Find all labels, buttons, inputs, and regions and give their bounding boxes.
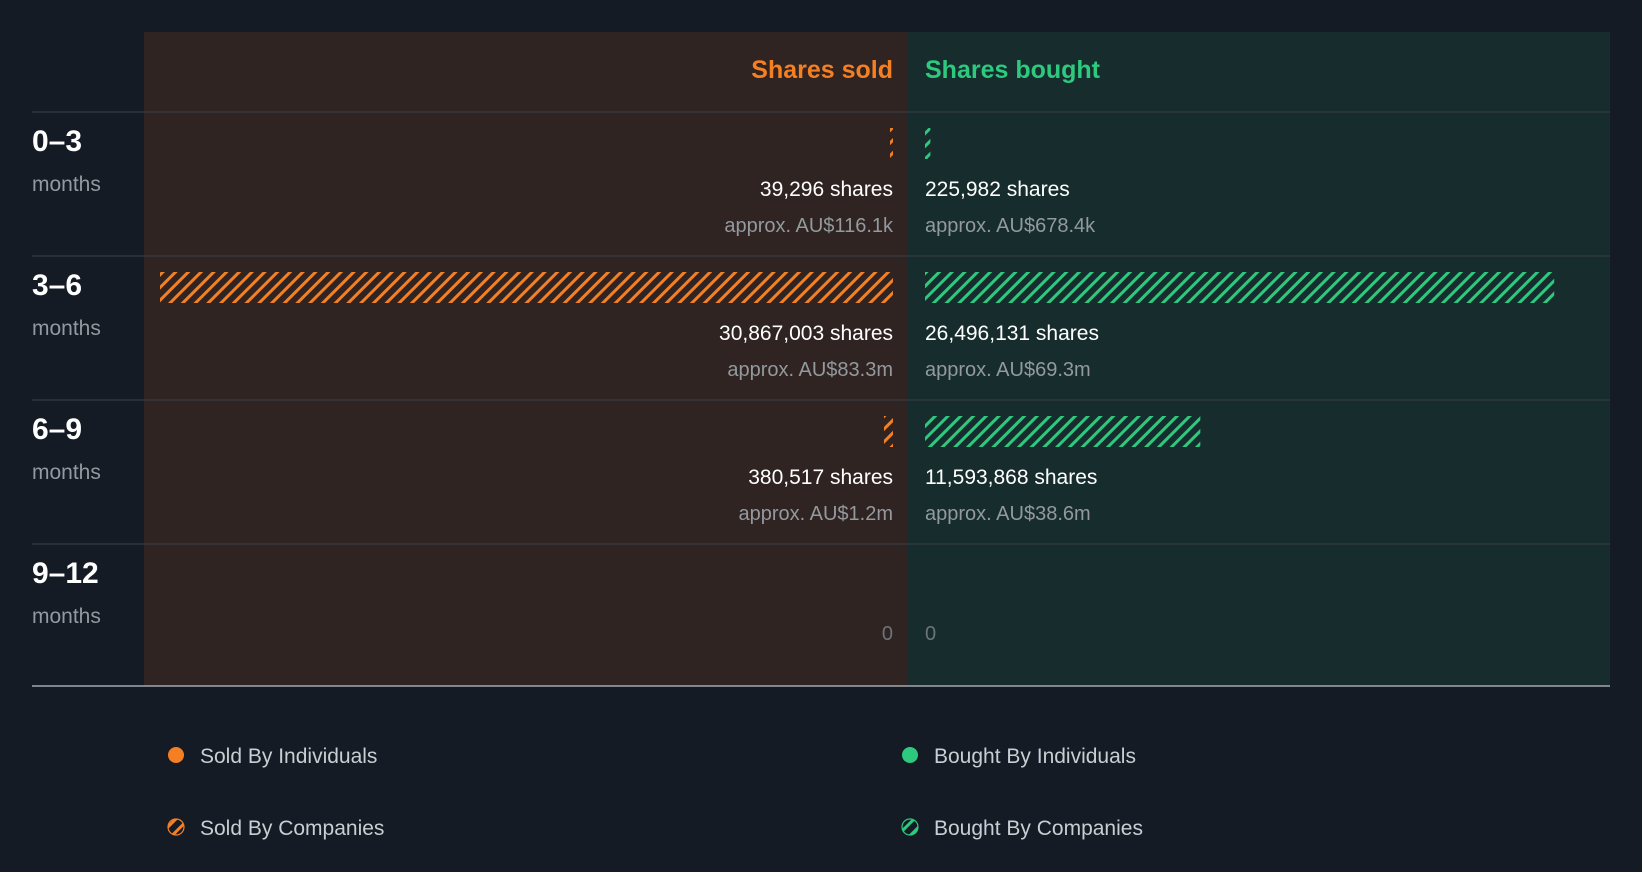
bought-bar (925, 416, 1201, 447)
bought-approx-value: approx. AU$38.6m (925, 503, 1091, 525)
row-range-label: 9–12 (32, 557, 99, 590)
bought-shares-label: 26,496,131 shares (925, 322, 1099, 345)
sold-bar (890, 128, 893, 159)
solid-swatch-icon (168, 747, 184, 763)
legend-item: Sold By Individuals (168, 745, 377, 768)
legend-label: Sold By Companies (200, 817, 384, 840)
sold-shares-label: 380,517 shares (748, 466, 893, 489)
sold-approx-value: approx. AU$83.3m (727, 359, 893, 381)
sold-approx-value: approx. AU$1.2m (738, 503, 893, 525)
row-unit-label: months (32, 173, 101, 196)
row-range-label: 0–3 (32, 125, 82, 158)
row-unit-label: months (32, 461, 101, 484)
sold-shares-label: 30,867,003 shares (719, 322, 893, 345)
row-unit-label: months (32, 317, 101, 340)
swatch-outline (167, 818, 185, 836)
legend-label: Sold By Individuals (200, 745, 377, 768)
sold-bar (883, 416, 893, 447)
bought-zero-label: 0 (925, 623, 936, 645)
sold-zero-label: 0 (882, 623, 893, 645)
bought-bar (925, 128, 931, 159)
bought-panel (908, 32, 1610, 686)
legend-item: Sold By Companies (167, 817, 384, 840)
bought-shares-label: 225,982 shares (925, 178, 1070, 201)
bought-approx-value: approx. AU$69.3m (925, 359, 1091, 381)
legend-label: Bought By Companies (934, 817, 1143, 840)
sold-shares-label: 39,296 shares (760, 178, 893, 201)
solid-swatch-icon (902, 747, 918, 763)
hatched-swatch-icon (168, 819, 184, 835)
sold-panel (144, 32, 908, 686)
row-unit-label: months (32, 605, 101, 628)
bought-shares-label: 11,593,868 shares (925, 466, 1097, 489)
sold-bar (160, 272, 893, 303)
legend-item: Bought By Companies (901, 817, 1143, 840)
bought-approx-value: approx. AU$678.4k (925, 215, 1096, 237)
sold-approx-value: approx. AU$116.1k (724, 215, 894, 237)
sold-column-title: Shares sold (751, 56, 893, 84)
bought-bar (925, 272, 1555, 303)
hatched-swatch-icon (902, 819, 918, 835)
swatch-outline (901, 818, 919, 836)
legend-item: Bought By Individuals (902, 745, 1136, 768)
bought-column-title: Shares bought (925, 56, 1101, 84)
row-range-label: 6–9 (32, 413, 82, 446)
row-range-label: 3–6 (32, 269, 82, 302)
legend-label: Bought By Individuals (934, 745, 1136, 768)
